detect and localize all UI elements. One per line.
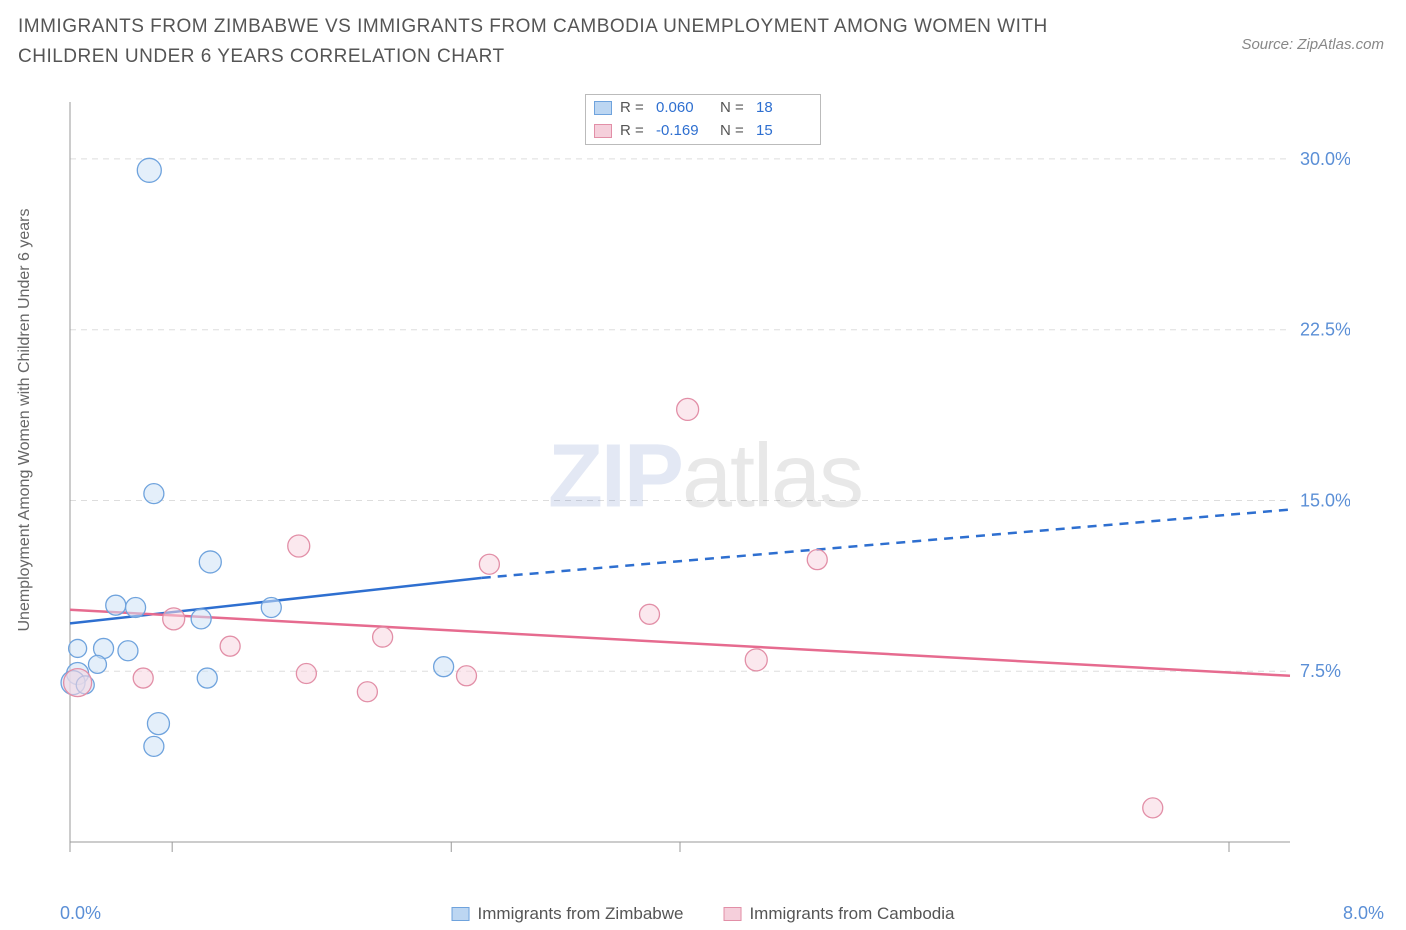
series-legend: Immigrants from Zimbabwe Immigrants from… xyxy=(452,904,955,924)
zimbabwe-swatch-icon xyxy=(594,101,612,115)
scatter-chart-svg: 7.5% 15.0% 22.5% 30.0% xyxy=(60,92,1350,862)
chart-plot-area: 7.5%15.0%22.5%30.0% ZIPatlas xyxy=(60,92,1350,862)
stats-legend: R = 0.060 N = 18 R = -0.169 N = 15 xyxy=(585,94,821,145)
r-value: 0.060 xyxy=(656,97,712,120)
svg-text:7.5%: 7.5% xyxy=(1300,661,1341,681)
x-axis-min-label: 0.0% xyxy=(60,903,101,924)
stats-legend-row-zimbabwe: R = 0.060 N = 18 xyxy=(594,97,812,120)
zimbabwe-swatch-icon xyxy=(452,907,470,921)
n-label: N = xyxy=(720,120,748,143)
source-citation: Source: ZipAtlas.com xyxy=(1241,36,1384,53)
svg-text:15.0%: 15.0% xyxy=(1300,490,1350,510)
n-label: N = xyxy=(720,97,748,120)
cambodia-swatch-icon xyxy=(723,907,741,921)
legend-item-zimbabwe: Immigrants from Zimbabwe xyxy=(452,904,684,924)
chart-title: IMMIGRANTS FROM ZIMBABWE VS IMMIGRANTS F… xyxy=(18,12,1068,73)
r-label: R = xyxy=(620,97,648,120)
r-value: -0.169 xyxy=(656,120,712,143)
legend-item-cambodia: Immigrants from Cambodia xyxy=(723,904,954,924)
legend-label: Immigrants from Zimbabwe xyxy=(478,904,684,924)
y-axis-label: Unemployment Among Women with Children U… xyxy=(16,208,34,631)
r-label: R = xyxy=(620,120,648,143)
svg-text:22.5%: 22.5% xyxy=(1300,320,1350,340)
n-value: 15 xyxy=(756,120,812,143)
x-axis-max-label: 8.0% xyxy=(1343,903,1384,924)
legend-label: Immigrants from Cambodia xyxy=(749,904,954,924)
stats-legend-row-cambodia: R = -0.169 N = 15 xyxy=(594,120,812,143)
n-value: 18 xyxy=(756,97,812,120)
svg-text:30.0%: 30.0% xyxy=(1300,149,1350,169)
cambodia-swatch-icon xyxy=(594,124,612,138)
